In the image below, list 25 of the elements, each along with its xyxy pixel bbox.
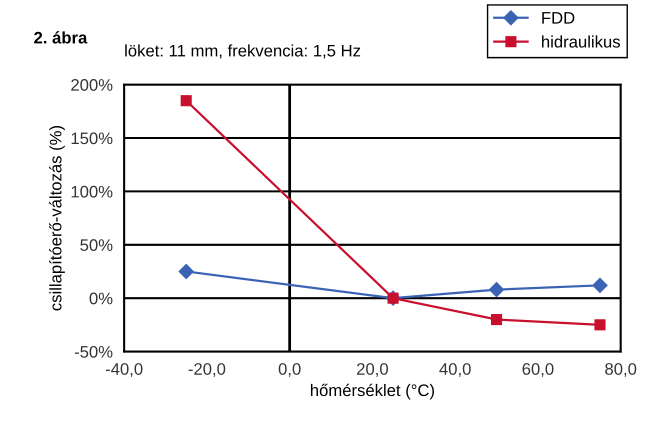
point <box>592 278 608 293</box>
y-tick-label: 200% <box>71 79 112 91</box>
y-tick-label: 50% <box>80 239 112 251</box>
chart-title: 2. ábra <box>34 31 88 44</box>
chart-subtitle: löket: 11 mm, frekvencia: 1,5 Hz <box>125 44 360 59</box>
x-tick-label: 80,0 <box>605 363 636 377</box>
point <box>180 95 192 106</box>
y-tick-label: 150% <box>72 132 112 144</box>
point <box>490 314 502 326</box>
y-axis-title: csillapítóerő-változás (%) <box>49 126 65 310</box>
x-tick-label: 0,0 <box>278 363 301 377</box>
x-axis-title: hőmérséklet (°C) <box>310 384 434 400</box>
point <box>178 264 194 280</box>
x-tick-label: 60,0 <box>522 363 554 377</box>
y-tick-label: 100% <box>72 186 112 198</box>
y-tick-label: -50% <box>74 346 112 358</box>
y-tick-label: 0% <box>90 292 112 304</box>
legend-label: FDD <box>542 12 574 24</box>
legend-label: hidraulikus <box>542 35 620 48</box>
x-tick-label: 20,0 <box>357 363 388 377</box>
point <box>594 319 606 330</box>
x-tick-label: -20,0 <box>188 363 226 377</box>
x-tick-label: -40,0 <box>106 363 142 377</box>
point <box>488 282 504 298</box>
x-tick-label: 40,0 <box>439 363 471 377</box>
